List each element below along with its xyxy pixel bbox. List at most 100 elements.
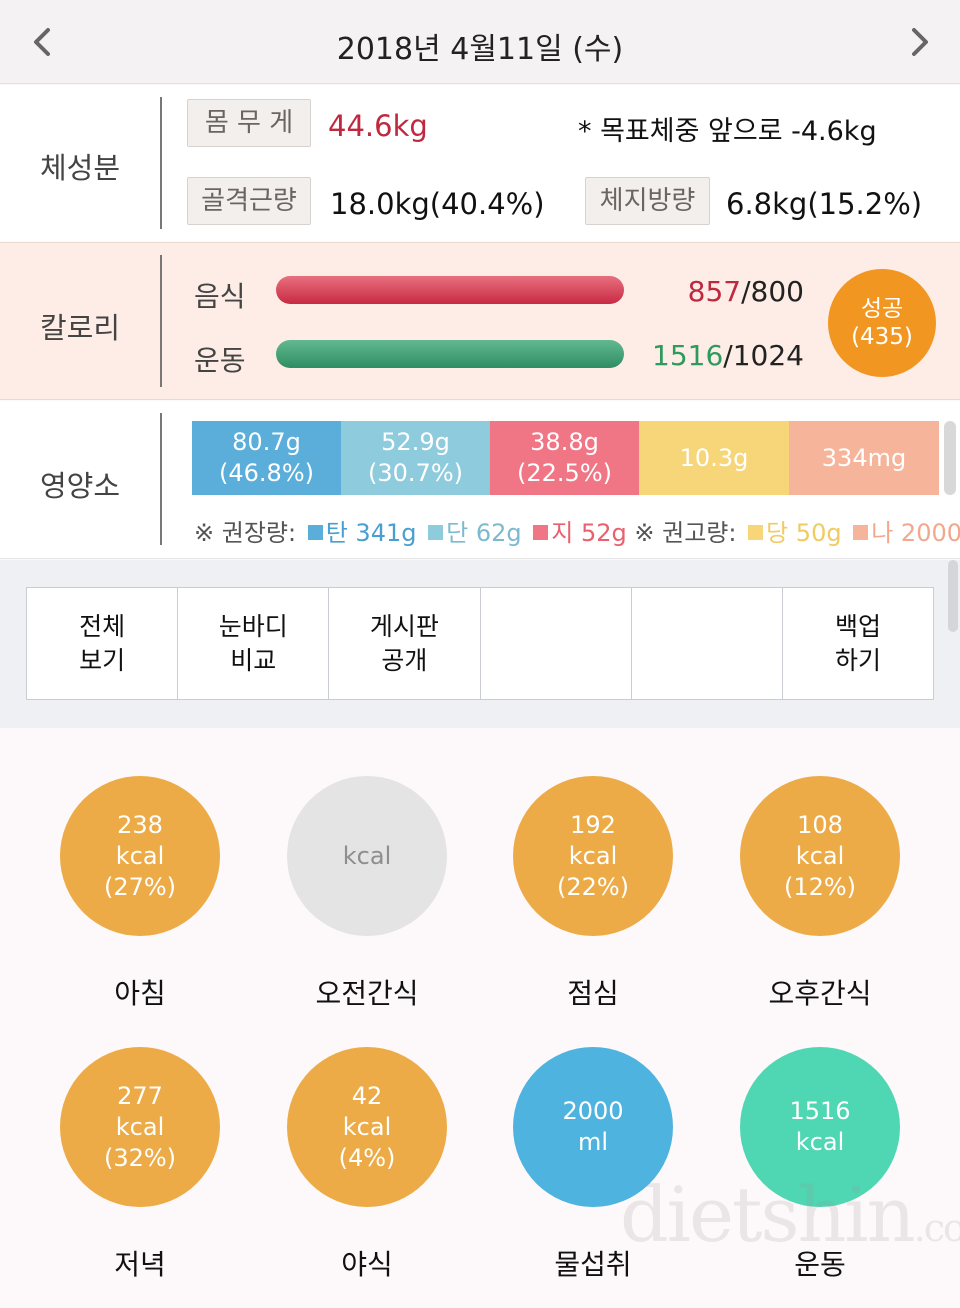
meal-label: 아침 xyxy=(114,977,166,1010)
success-value: (435) xyxy=(851,324,913,350)
menu-empty-cell xyxy=(632,588,783,699)
sugar-recommendation: 당 50g xyxy=(766,519,842,547)
food-label: 음식 xyxy=(194,280,246,313)
protein-swatch xyxy=(428,525,444,540)
menu-view-all-button[interactable]: 전체 보기 xyxy=(27,588,179,699)
nutrient-bar-fat: 38.8g (22.5%) xyxy=(490,421,639,495)
watermark-text: dietshin xyxy=(620,1170,916,1259)
nutrient-bar-protein: 52.9g (30.7%) xyxy=(341,421,490,495)
horizontal-scrollbar[interactable] xyxy=(944,421,956,495)
section-label-nutrition: 영양소 xyxy=(39,469,121,503)
prev-day-button[interactable] xyxy=(24,22,64,62)
chevron-left-icon xyxy=(34,28,50,56)
exercise-unit: kcal xyxy=(795,1128,845,1156)
meal-kcal-value: 192 xyxy=(570,810,616,839)
meal-kcal-value: 277 xyxy=(117,1081,163,1110)
meal-calorie-circle[interactable]: kcal xyxy=(287,776,447,936)
sugar-swatch xyxy=(748,525,764,540)
meal-percent: (32%) xyxy=(103,1143,177,1172)
meal-lunch[interactable]: 192 kcal (22%) 점심 xyxy=(493,776,693,1010)
muscle-value: 18.0kg(40.4%) xyxy=(330,187,545,221)
advised-prefix: ※ 권고량: xyxy=(634,519,737,547)
nutrient-amount: 52.9g xyxy=(381,428,450,456)
fat-recommendation: 지 52g xyxy=(551,519,627,547)
watermark-suffix: .com xyxy=(913,1206,960,1250)
nutrient-amount: 334mg xyxy=(821,443,907,472)
meal-label: 오후간식 xyxy=(768,977,872,1010)
divider xyxy=(160,413,162,545)
meal-percent: (4%) xyxy=(338,1143,396,1172)
weight-tag: 몸 무 게 xyxy=(187,99,311,147)
meal-late-snack[interactable]: 42 kcal (4%) 야식 xyxy=(267,1047,467,1281)
nutrient-bar-carb: 80.7g (46.8%) xyxy=(192,421,341,495)
menu-label: 하기 xyxy=(834,645,881,675)
sodium-swatch xyxy=(853,525,869,540)
menu-empty-cell xyxy=(481,588,632,699)
meal-percent: (22%) xyxy=(556,872,630,901)
meal-label: 오전간식 xyxy=(315,977,419,1010)
meal-kcal-value: 108 xyxy=(797,810,843,839)
food-calorie-intake: 857 xyxy=(687,275,742,308)
protein-recommendation: 단 62g xyxy=(446,519,522,547)
menu-eyebody-compare-button[interactable]: 눈바디 비교 xyxy=(178,588,330,699)
meal-calorie-circle[interactable]: 42 kcal (4%) xyxy=(287,1047,447,1207)
success-badge: 성공 (435) xyxy=(828,269,936,377)
carb-recommendation: 탄 341g xyxy=(325,519,417,547)
date-title: 2018년 4월11일 (수) xyxy=(336,32,624,67)
meal-afternoon-snack[interactable]: 108 kcal (12%) 오후간식 xyxy=(720,776,920,1010)
menu-label: 백업 xyxy=(834,611,881,641)
water-intake-circle[interactable]: 2000 ml xyxy=(513,1047,673,1207)
meal-kcal-value: 42 xyxy=(351,1081,383,1110)
muscle-tag: 골격근량 xyxy=(187,177,311,225)
meal-percent: (12%) xyxy=(783,872,857,901)
meal-unit: kcal xyxy=(795,841,845,870)
divider xyxy=(160,255,162,387)
exercise-calorie-value: 1516/1024 xyxy=(640,339,804,372)
meal-unit: kcal xyxy=(342,1112,392,1141)
fat-swatch xyxy=(533,525,549,540)
menu-label: 눈바디 xyxy=(218,611,288,641)
meal-morning-snack[interactable]: kcal 오전간식 xyxy=(267,776,467,1010)
meal-calorie-circle[interactable]: 192 kcal (22%) xyxy=(513,776,673,936)
body-composition-section[interactable]: 체성분 몸 무 게 44.6kg * 목표체중 앞으로 -4.6kg 골격근량 … xyxy=(0,85,960,241)
weight-value: 44.6kg xyxy=(328,109,428,143)
meal-label: 점심 xyxy=(567,977,619,1010)
recommended-prefix: ※ 권장량: xyxy=(194,519,297,547)
nutrition-section[interactable]: 영양소 80.7g (46.8%) 52.9g (30.7%) 38.8g (2… xyxy=(0,401,960,559)
water-unit: ml xyxy=(577,1128,609,1156)
water-label: 물섭취 xyxy=(554,1248,632,1281)
next-day-button[interactable] xyxy=(898,22,938,62)
carb-swatch xyxy=(307,525,323,540)
meal-dinner[interactable]: 277 kcal (32%) 저녁 xyxy=(40,1047,240,1281)
calorie-section[interactable]: 칼로리 음식 857/800 운동 1516/1024 성공 (435) xyxy=(0,242,960,400)
menu-label: 게시판 xyxy=(369,611,439,641)
water-intake[interactable]: 2000 ml 물섭취 xyxy=(493,1047,693,1281)
exercise-label: 운동 xyxy=(794,1248,846,1281)
meal-calorie-circle[interactable]: 108 kcal (12%) xyxy=(740,776,900,936)
meal-calorie-circle[interactable]: 238 kcal (27%) xyxy=(60,776,220,936)
food-calorie-target: /800 xyxy=(741,275,804,308)
exercise-calorie-target: /1024 xyxy=(723,339,804,372)
section-label-calorie: 칼로리 xyxy=(39,311,121,345)
menu-label: 공개 xyxy=(381,645,428,675)
exercise-calorie-bar xyxy=(276,340,624,368)
food-calorie-bar xyxy=(276,276,624,304)
section-label-body: 체성분 xyxy=(39,151,121,185)
meal-calorie-circle[interactable]: 277 kcal (32%) xyxy=(60,1047,220,1207)
meal-breakfast[interactable]: 238 kcal (27%) 아침 xyxy=(40,776,240,1010)
divider xyxy=(160,97,162,229)
meal-unit: kcal xyxy=(115,841,165,870)
exercise-calorie-burned: 1516 xyxy=(652,339,724,372)
nutrient-recommendation-note: ※ 권장량: 탄 341g 단 62g 지 52g ※ 권고량: 당 50g 나… xyxy=(194,513,960,548)
vertical-scrollbar[interactable] xyxy=(948,560,958,632)
meal-label: 야식 xyxy=(341,1248,393,1281)
meal-kcal-value: 238 xyxy=(117,810,163,839)
sodium-recommendation: 나 2000mg xyxy=(871,519,960,547)
exercise-label: 운동 xyxy=(194,344,246,377)
exercise-summary[interactable]: 1516 kcal 운동 xyxy=(720,1047,920,1281)
nutrient-amount: 38.8g xyxy=(530,428,599,456)
exercise-calorie-circle[interactable]: 1516 kcal xyxy=(740,1047,900,1207)
